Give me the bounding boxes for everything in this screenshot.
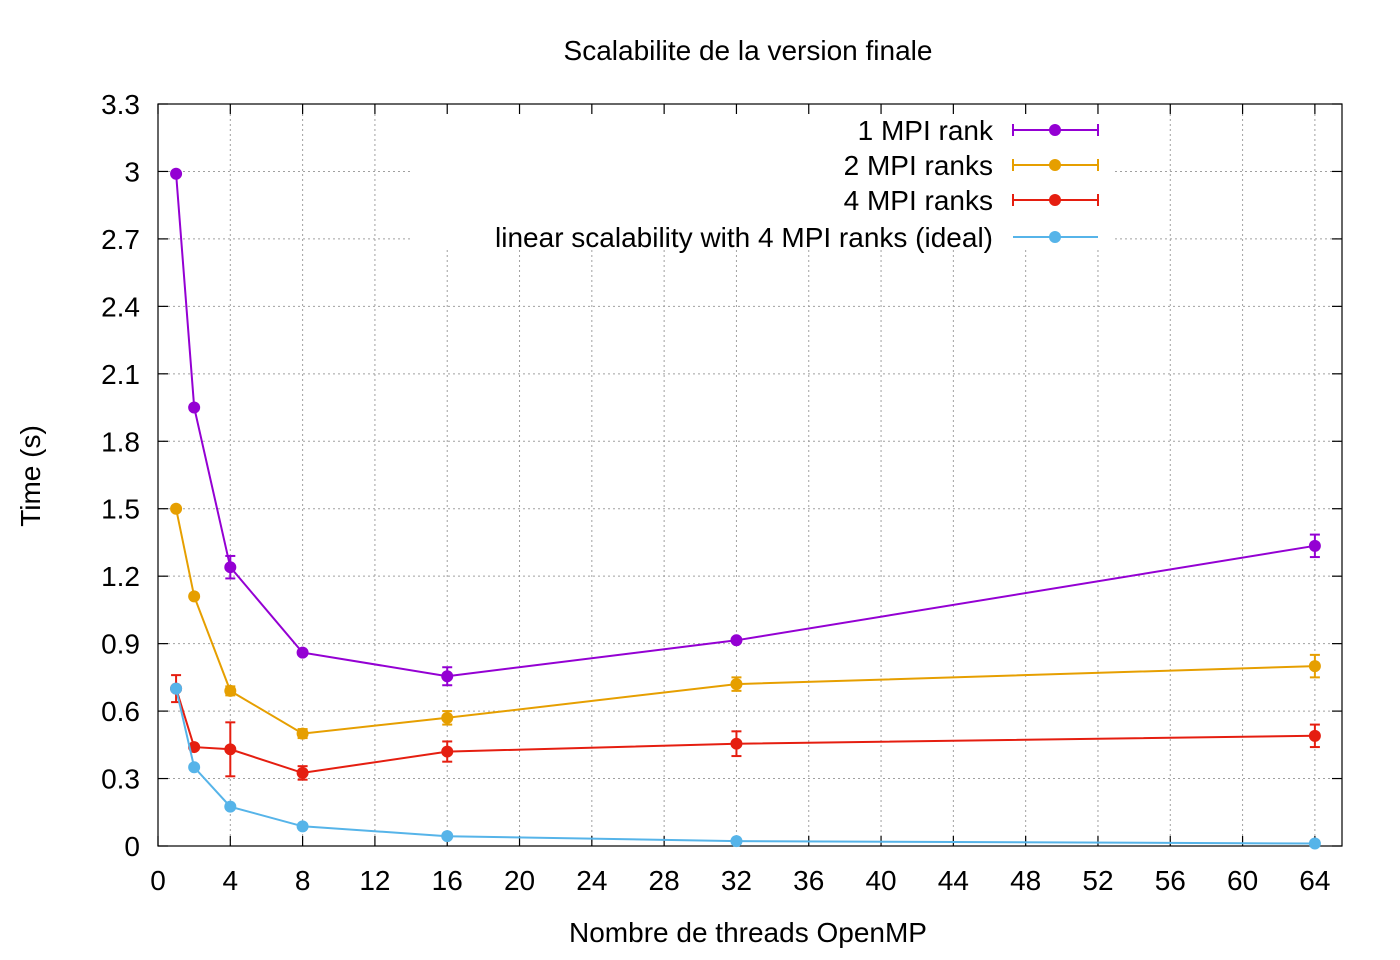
- data-point: [224, 561, 237, 574]
- data-point: [296, 766, 309, 779]
- data-point: [170, 682, 183, 695]
- data-point: [730, 835, 743, 848]
- data-point: [224, 800, 237, 813]
- data-point: [441, 711, 454, 724]
- y-tick-label: 2.4: [101, 291, 140, 322]
- x-tick-label: 52: [1082, 865, 1113, 896]
- legend-marker: [1049, 194, 1061, 206]
- data-point: [1308, 729, 1321, 742]
- x-tick-label: 20: [504, 865, 535, 896]
- legend-label: 4 MPI ranks: [844, 185, 993, 216]
- data-point: [224, 684, 237, 697]
- data-point: [188, 401, 201, 414]
- series-layer: [170, 167, 1321, 850]
- x-tick-label: 28: [649, 865, 680, 896]
- y-tick-label: 0.9: [101, 629, 140, 660]
- x-tick-label: 64: [1299, 865, 1330, 896]
- x-tick-label: 60: [1227, 865, 1258, 896]
- data-point: [1308, 539, 1321, 552]
- plot-frame: [157, 103, 1343, 847]
- data-point: [1308, 837, 1321, 850]
- y-tick-label: 0.6: [101, 696, 140, 727]
- data-point: [441, 830, 454, 843]
- x-tick-label: 44: [938, 865, 969, 896]
- data-point: [441, 745, 454, 758]
- axis-ticks: 00.30.60.91.21.51.82.12.42.733.30 4 8 12 16 2…: [101, 89, 1342, 896]
- x-tick-label: 56: [1155, 865, 1186, 896]
- x-tick-label: 0: [150, 865, 166, 896]
- x-tick-label: 16: [432, 865, 463, 896]
- data-point: [170, 167, 183, 180]
- legend-marker: [1049, 124, 1061, 136]
- data-point: [296, 820, 309, 833]
- legend-label: 1 MPI rank: [858, 115, 994, 146]
- data-point: [188, 761, 201, 774]
- series-2: [170, 502, 1321, 740]
- data-point: [296, 646, 309, 659]
- series-3: [170, 674, 1321, 781]
- y-tick-label: 0: [124, 831, 140, 862]
- y-tick-label: 0.3: [101, 764, 140, 795]
- y-tick-label: 1.5: [101, 494, 140, 525]
- y-tick-label: 3: [124, 156, 140, 187]
- y-axis-label: Time (s): [15, 425, 46, 527]
- legend-label: linear scalability with 4 MPI ranks (ide…: [495, 222, 993, 253]
- legend-marker: [1049, 159, 1061, 171]
- data-point: [441, 670, 454, 683]
- y-tick-label: 3.3: [101, 89, 140, 120]
- y-tick-label: 1.8: [101, 426, 140, 457]
- legend: 1 MPI rank 2 MPI ranks 4 MPI ranks linear s…: [495, 115, 1099, 253]
- data-point: [224, 743, 237, 756]
- legend-marker: [1049, 231, 1061, 243]
- data-point: [296, 727, 309, 740]
- data-point: [188, 590, 201, 603]
- x-tick-label: 24: [576, 865, 607, 896]
- x-tick-label: 32: [721, 865, 752, 896]
- data-point: [730, 737, 743, 750]
- x-tick-label: 12: [359, 865, 390, 896]
- y-tick-label: 2.7: [101, 224, 140, 255]
- series-4: [170, 682, 1321, 850]
- y-tick-label: 2.1: [101, 359, 140, 390]
- x-tick-label: 8: [295, 865, 311, 896]
- legend-label: 2 MPI ranks: [844, 150, 993, 181]
- data-point: [730, 678, 743, 691]
- chart-title: Scalabilite de la version finale: [564, 35, 933, 66]
- x-tick-label: 4: [223, 865, 239, 896]
- data-point: [170, 502, 183, 515]
- x-tick-label: 40: [865, 865, 896, 896]
- data-point: [730, 634, 743, 647]
- x-tick-label: 36: [793, 865, 824, 896]
- x-axis-label: Nombre de threads OpenMP: [569, 917, 927, 948]
- series-1: [170, 167, 1321, 687]
- data-point: [1308, 660, 1321, 673]
- y-tick-label: 1.2: [101, 561, 140, 592]
- x-tick-label: 48: [1010, 865, 1041, 896]
